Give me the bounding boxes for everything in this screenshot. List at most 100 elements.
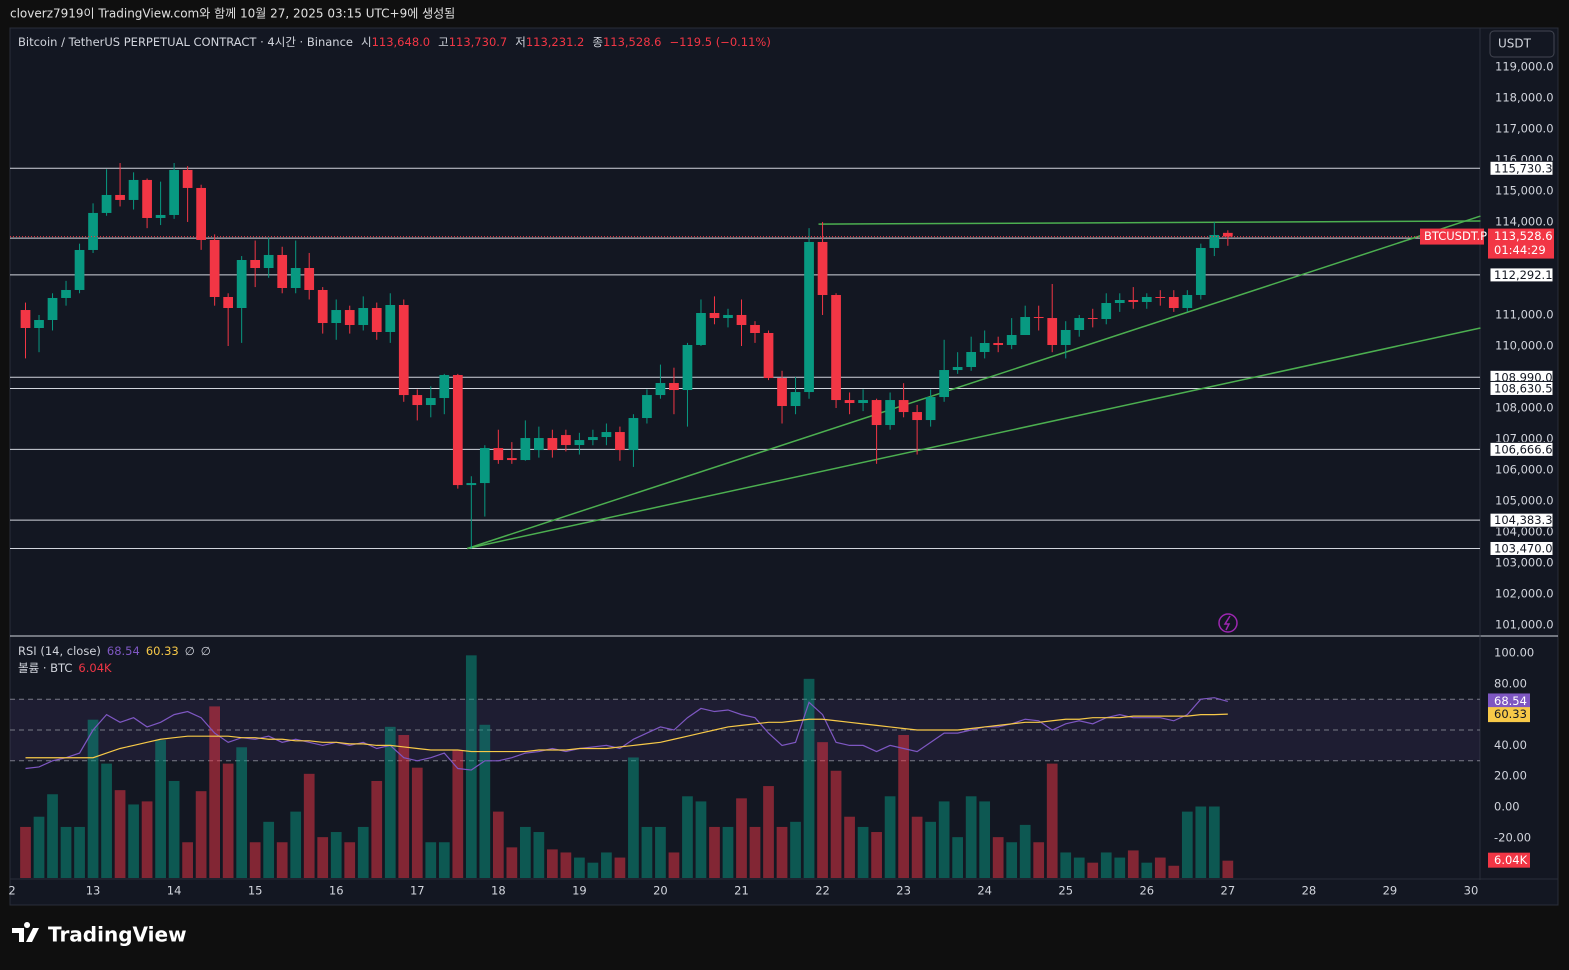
candle-body — [804, 241, 814, 393]
volume-bar — [533, 832, 545, 878]
x-tick-label: 14 — [167, 884, 182, 898]
candle-body — [1047, 318, 1058, 345]
rsi-value-box — [1488, 693, 1530, 709]
volume-bar — [1046, 763, 1058, 878]
candle-body — [47, 297, 58, 321]
level-label: 108,630.5 — [1494, 381, 1553, 395]
symbol: Bitcoin / TetherUS PERPETUAL CONTRACT · … — [18, 35, 353, 49]
candle-body — [615, 432, 625, 451]
volume-bar — [411, 767, 423, 878]
candle-body — [142, 179, 152, 218]
volume-bar — [114, 790, 126, 878]
volume-bar — [722, 826, 734, 878]
volume-bar — [1060, 852, 1072, 878]
y-tick-label: 101,000.0 — [1495, 618, 1554, 632]
volume-bar — [560, 852, 572, 878]
volume-bar — [763, 786, 774, 878]
volume-bar — [1114, 857, 1126, 878]
volume-bar — [492, 811, 504, 878]
volume-bar — [290, 811, 302, 878]
x-tick-label: 20 — [653, 884, 668, 898]
candle-body — [817, 241, 828, 296]
candle-body — [912, 412, 922, 421]
volume-bar — [574, 857, 585, 878]
candle-body — [344, 310, 355, 325]
x-tick-label: 18 — [491, 884, 506, 898]
volume-bar — [1154, 857, 1166, 878]
candle-body — [223, 296, 234, 309]
volume-bar — [74, 826, 85, 878]
x-tick-label: 29 — [1383, 884, 1398, 898]
volume-bar — [384, 726, 396, 878]
candle-body — [1074, 318, 1085, 330]
candle-body — [1222, 232, 1233, 237]
volume-bar — [1087, 862, 1099, 878]
volume-bar — [709, 826, 720, 878]
volume-bar — [506, 847, 518, 878]
y-tick-label: 80.00 — [1494, 676, 1527, 690]
level-tag — [1489, 540, 1554, 556]
rsi-ma-box — [1488, 707, 1530, 723]
volume-bar — [614, 857, 626, 878]
field-value: 113,231.2 — [526, 35, 585, 49]
volume-value-tag: 6.04K — [1494, 853, 1528, 867]
y-tick-label: 100.00 — [1494, 646, 1534, 660]
candle-body — [398, 304, 409, 396]
volume-bar — [547, 849, 558, 878]
change: −119.5 (−0.11%) — [669, 35, 770, 49]
candle-body — [750, 324, 760, 333]
volume-bar — [911, 816, 923, 878]
y-tick-label: 115,000.0 — [1495, 183, 1554, 197]
candle-body — [236, 259, 247, 309]
volume-bar — [776, 826, 788, 878]
currency-button[interactable] — [1489, 30, 1555, 58]
x-tick-label: 22 — [815, 884, 830, 898]
volume-bar — [979, 801, 991, 878]
candle-body — [885, 400, 895, 426]
candle-body — [777, 378, 787, 407]
y-tick-label: 119,000.0 — [1495, 59, 1554, 73]
candle-body — [831, 295, 841, 401]
volume-bar — [236, 747, 248, 878]
candle-body — [1020, 316, 1031, 336]
candle-body — [628, 418, 639, 451]
level-tag — [1489, 267, 1554, 283]
candle-body — [128, 179, 139, 200]
candle-body — [736, 314, 747, 325]
volume-bar — [668, 852, 680, 878]
rsi-ma-tag: 60.33 — [1494, 707, 1527, 721]
volume-bar — [871, 832, 882, 878]
caption: cloverz7919이 TradingView.com와 함께 10월 27,… — [10, 7, 455, 21]
logo-mark — [12, 922, 39, 942]
alert-icon[interactable] — [1218, 613, 1238, 633]
volume-bar — [641, 826, 653, 878]
candle-body — [88, 212, 98, 250]
volume-bar — [371, 780, 383, 878]
x-tick-label: 28 — [1302, 884, 1317, 898]
x-tick-label: 26 — [1139, 884, 1154, 898]
volume-bar — [830, 770, 842, 878]
candle-body — [952, 367, 963, 371]
field-value: 113,648.0 — [372, 35, 431, 49]
logo — [12, 922, 39, 942]
y-tick-label: 105,000.0 — [1495, 494, 1554, 508]
candle-body — [358, 308, 369, 325]
candle-body — [1209, 234, 1220, 248]
volume-value-box — [1488, 852, 1530, 868]
level-label: 115,730.3 — [1494, 161, 1553, 175]
volume-bar — [1168, 865, 1180, 878]
level-label: 103,470.0 — [1494, 541, 1553, 555]
volume-bar — [47, 794, 58, 878]
rsi-ma-line — [25, 713, 1228, 759]
field-key: 저 — [515, 35, 526, 49]
candle-body — [61, 289, 71, 298]
volume-bar — [425, 842, 437, 878]
volume-bar — [628, 757, 639, 878]
candle-body — [1182, 295, 1193, 309]
volume-bar — [60, 826, 72, 878]
y-tick-label: -20.00 — [1494, 830, 1531, 844]
rsi-extra: ∅ — [185, 644, 195, 658]
candle-body — [439, 375, 450, 399]
volume-bar — [803, 678, 815, 878]
